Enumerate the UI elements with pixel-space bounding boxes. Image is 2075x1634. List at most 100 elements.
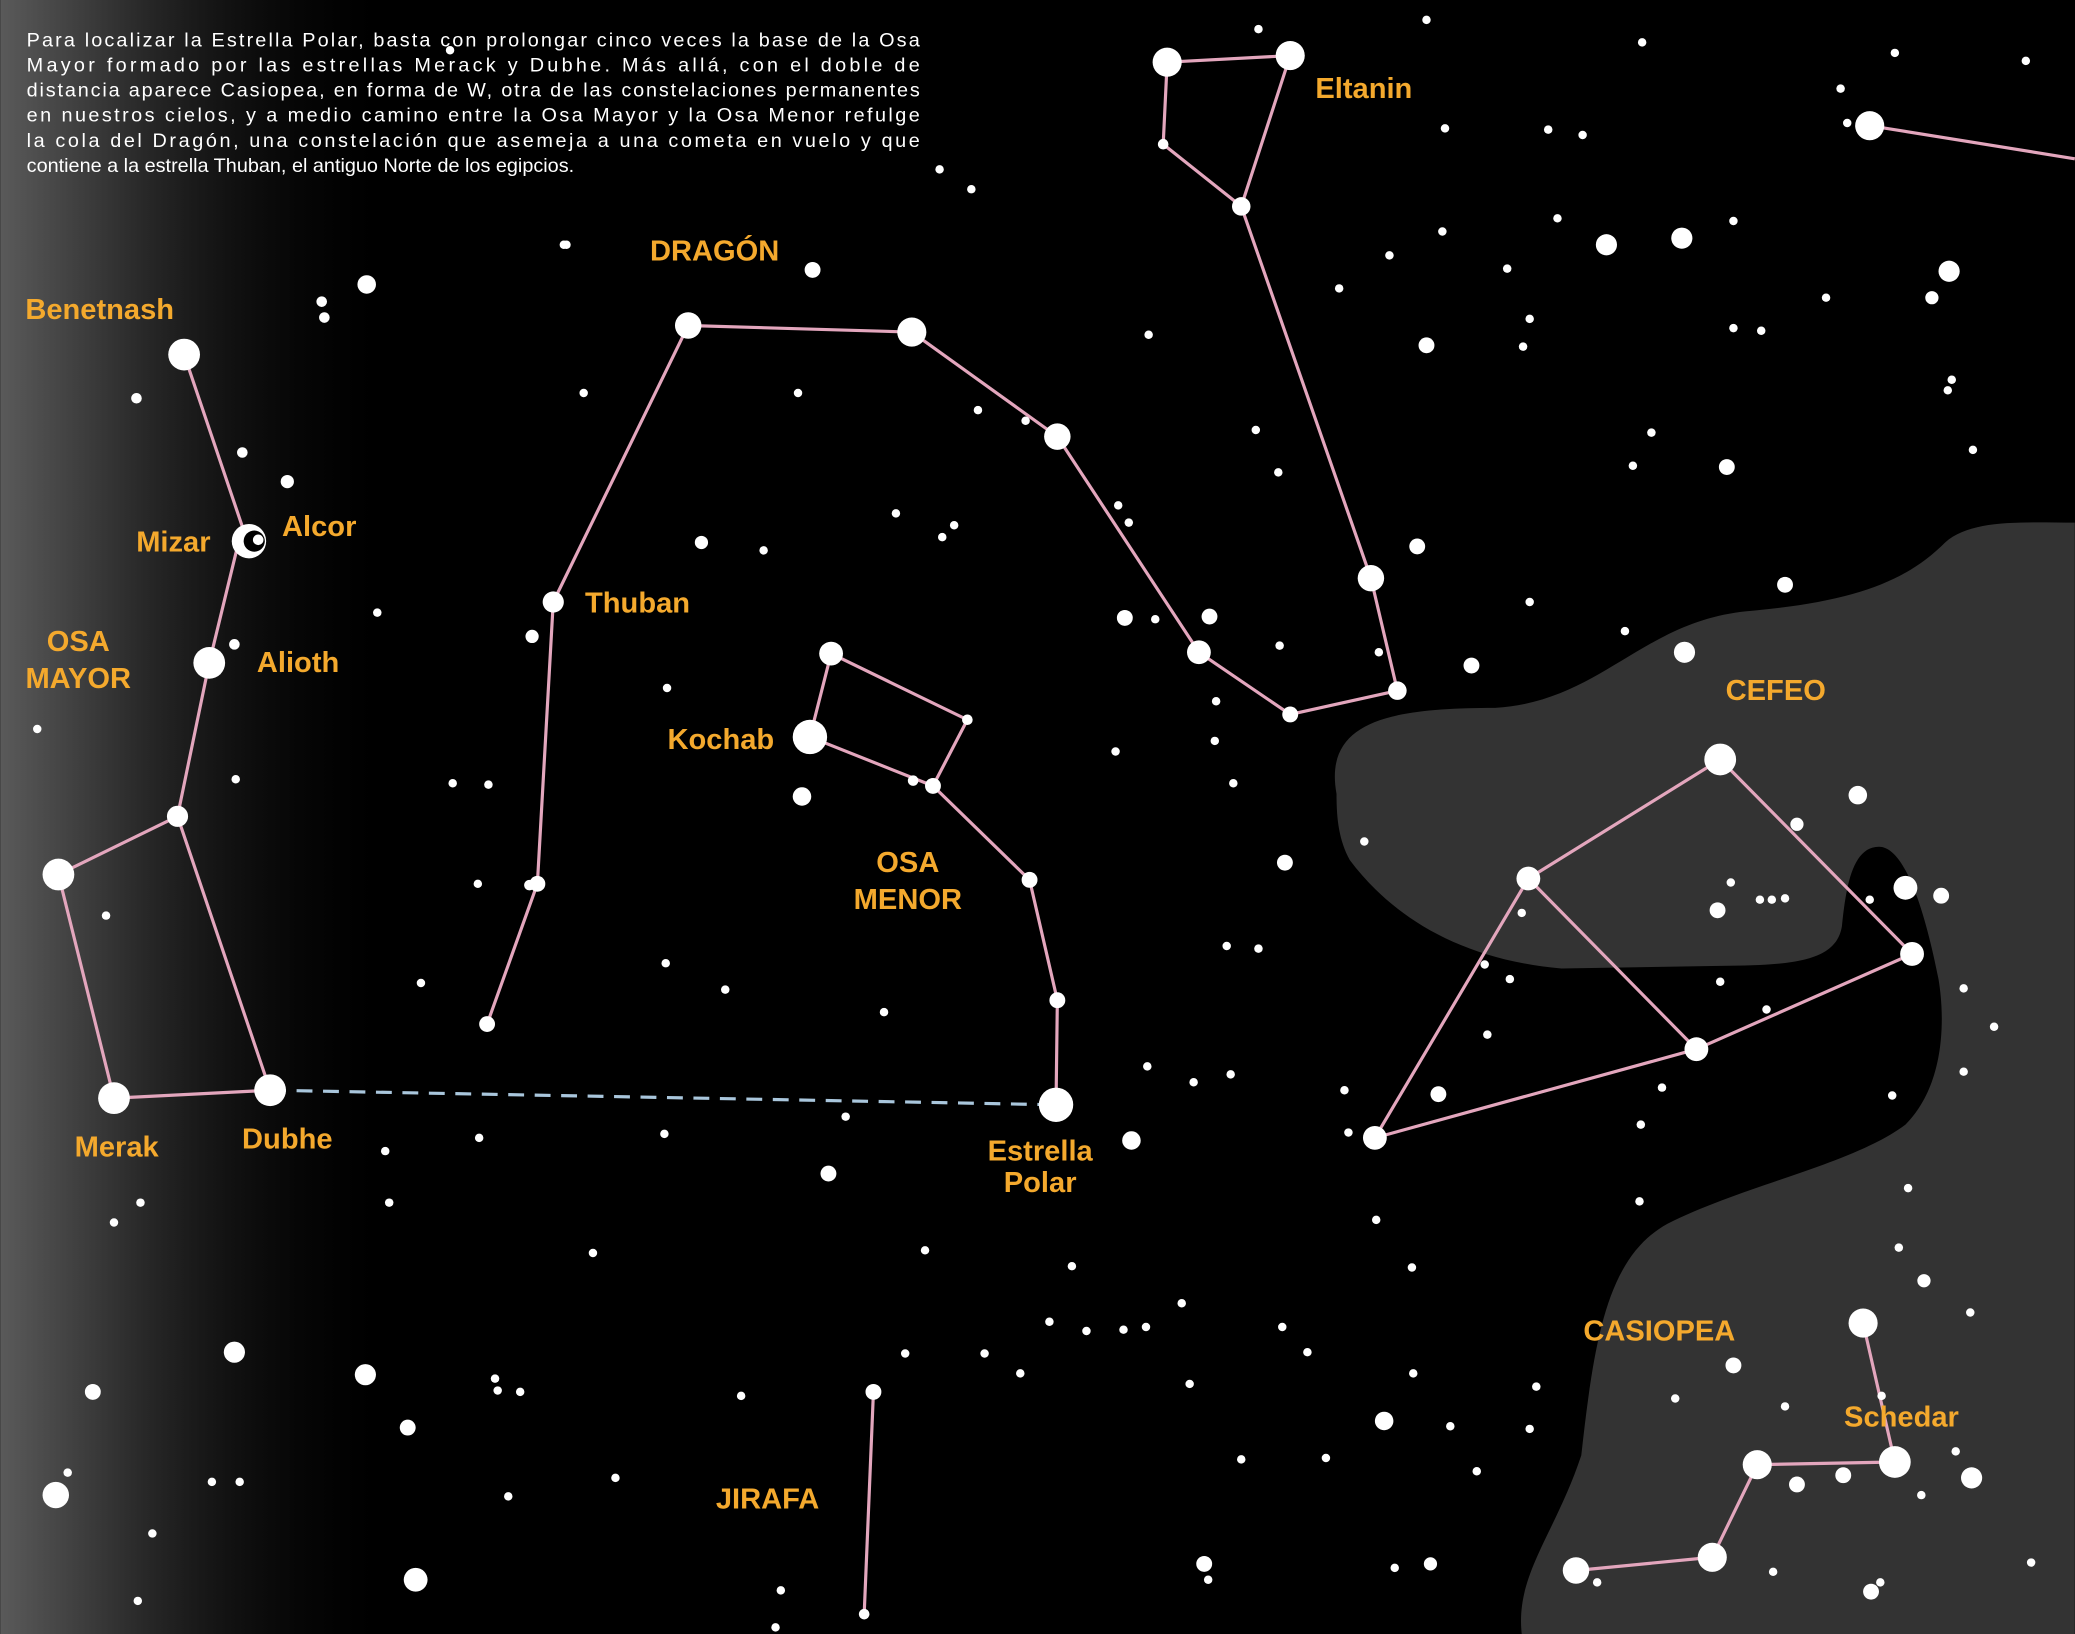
star <box>1408 1263 1416 1271</box>
star <box>1016 1369 1024 1377</box>
star <box>1789 1477 1805 1493</box>
star <box>1049 992 1065 1008</box>
star <box>1769 1568 1777 1576</box>
star <box>974 406 982 414</box>
star <box>1525 315 1533 323</box>
star <box>1441 124 1449 132</box>
star <box>1635 1197 1643 1205</box>
star <box>235 1478 243 1486</box>
star <box>1743 1450 1772 1479</box>
constellation-label: JIRAFA <box>716 1483 819 1515</box>
star <box>1125 518 1133 526</box>
star <box>1237 1455 1245 1463</box>
star <box>1917 1274 1930 1287</box>
star <box>1212 697 1220 705</box>
constellation-label: DRAGÓN <box>650 234 779 268</box>
star <box>1222 942 1230 950</box>
star <box>484 780 492 788</box>
star <box>208 1478 216 1486</box>
star <box>316 296 327 307</box>
star <box>254 1074 286 1106</box>
star <box>1177 1299 1185 1307</box>
star <box>1363 1126 1387 1150</box>
constellation-label: OSA <box>876 847 939 879</box>
star <box>1122 1131 1141 1150</box>
star <box>579 389 587 397</box>
star <box>1503 264 1511 272</box>
star <box>1762 1005 1770 1013</box>
star <box>491 1374 499 1382</box>
star <box>229 639 240 650</box>
star <box>1438 227 1446 235</box>
star <box>1483 1030 1491 1038</box>
star <box>475 1134 483 1142</box>
star <box>385 1198 393 1206</box>
star <box>1464 658 1480 674</box>
star <box>1158 139 1169 150</box>
star-label: Alioth <box>257 647 339 679</box>
star <box>1944 386 1952 394</box>
star <box>224 1342 245 1363</box>
star <box>404 1568 428 1592</box>
star <box>357 275 376 294</box>
star <box>925 778 941 794</box>
star <box>1544 125 1552 133</box>
constellation-label: OSA <box>47 626 110 658</box>
star <box>1045 1318 1053 1326</box>
star <box>1698 1543 1727 1572</box>
star <box>794 389 802 397</box>
star <box>525 630 538 643</box>
star <box>1638 38 1646 46</box>
star <box>1344 1128 1352 1136</box>
star <box>231 775 239 783</box>
star <box>841 1112 849 1120</box>
alcor-star <box>253 535 264 546</box>
star-label: Mizar <box>136 527 210 559</box>
star-label: Polar <box>1004 1167 1077 1199</box>
star <box>1855 111 1884 140</box>
star <box>675 312 701 338</box>
star <box>1951 1447 1959 1455</box>
star <box>355 1364 376 1385</box>
star <box>417 979 425 987</box>
star <box>1119 1325 1127 1333</box>
intro-line: distancia aparece Casiopea, en forma de … <box>27 80 920 102</box>
star <box>1335 284 1343 292</box>
star <box>1276 41 1305 70</box>
star-label: Merak <box>75 1131 160 1163</box>
star <box>1275 641 1283 649</box>
star-label: Estrella <box>988 1135 1094 1167</box>
star <box>1877 1392 1885 1400</box>
star <box>110 1218 118 1226</box>
star <box>859 1609 870 1620</box>
star <box>661 959 669 967</box>
star <box>167 806 188 827</box>
star <box>777 1586 785 1594</box>
star <box>1039 1088 1073 1122</box>
star <box>695 536 708 549</box>
constellation-label: MAYOR <box>25 663 131 695</box>
star <box>1822 293 1830 301</box>
star <box>1232 197 1251 216</box>
star <box>1756 895 1764 903</box>
star <box>1966 1308 1974 1316</box>
star <box>1894 876 1918 900</box>
star <box>805 262 821 278</box>
star-label: Schedar <box>1844 1401 1959 1433</box>
star <box>962 714 973 725</box>
star <box>1422 16 1430 24</box>
star <box>43 1482 69 1508</box>
star <box>1211 737 1219 745</box>
star <box>1142 1323 1150 1331</box>
star <box>897 318 926 347</box>
constellation-label: MENOR <box>854 884 962 916</box>
star <box>98 1082 130 1114</box>
star <box>1446 1422 1454 1430</box>
star <box>1658 1083 1666 1091</box>
star <box>1274 468 1282 476</box>
star <box>237 447 248 458</box>
star <box>1480 960 1488 968</box>
star <box>33 725 41 733</box>
star <box>479 1016 495 1032</box>
star <box>1153 48 1182 77</box>
